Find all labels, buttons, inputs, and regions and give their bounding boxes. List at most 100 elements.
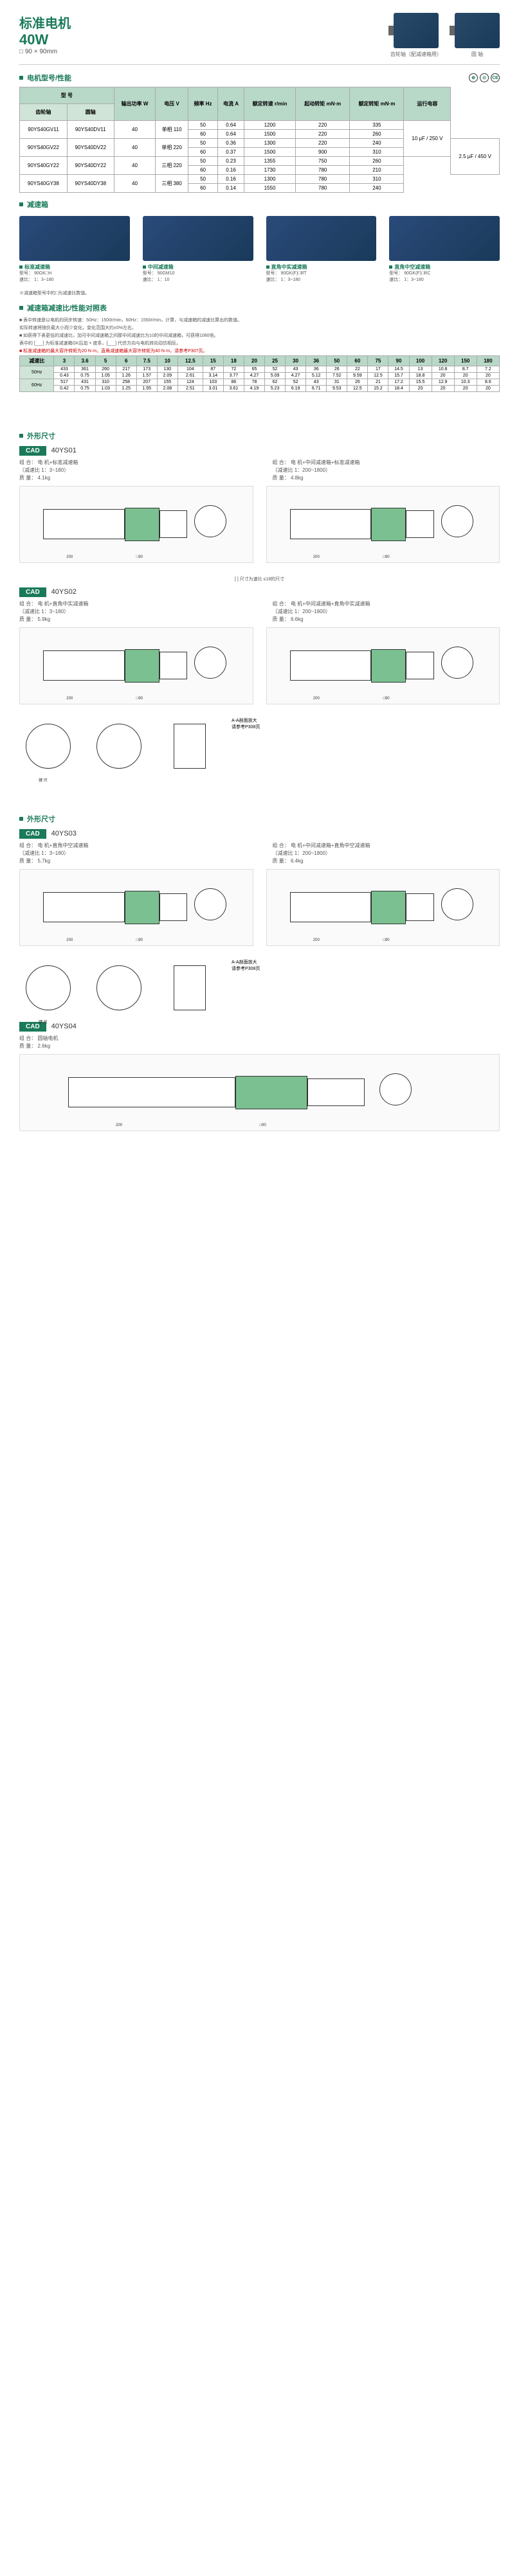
dim-box: □90 <box>383 938 389 942</box>
combo-left: 组 合： 电 机+直角中实减速箱 （减速比 1：3~180） 质 量： 5.9k… <box>19 600 247 623</box>
ratio-val: 5.23 <box>265 385 286 391</box>
ratio-val: 155 <box>157 379 178 385</box>
combo-left: 组 合： 电 机+标准减速箱 （减速比 1：3~180） 质 量： 4.1kg <box>19 458 247 482</box>
ratio-note: 实际转速将随负载大小而少变化，变化范围大约±5%左右。 <box>19 325 500 331</box>
ratio-val: 5.12 <box>306 372 327 379</box>
spec-speed: 1500 <box>244 130 295 139</box>
spec-gear: 90YS40GY38 <box>20 175 68 193</box>
ratio-col-hdr: 5 <box>95 355 116 366</box>
cad-model: 40YS03 <box>51 830 77 837</box>
spec-cap: 10 μF / 250 V <box>404 121 451 157</box>
title-wattage: 40W <box>19 31 71 48</box>
ratio-val: 6.19 <box>286 385 306 391</box>
ratio-val: 517 <box>54 379 75 385</box>
dim-title-1: 外形尺寸 <box>27 431 55 441</box>
spec-freq: 60 <box>188 130 217 139</box>
ratio-val: 7.2 <box>477 366 499 372</box>
ratio-val: 65 <box>244 366 264 372</box>
gearbox-section-title: 减速箱 <box>19 199 500 210</box>
ratio-col-hdr: 120 <box>432 355 454 366</box>
th-current: 电流 A <box>218 87 244 121</box>
ratio-val: 1.25 <box>116 385 136 391</box>
combo-left: 组 合： 电 机+直角中空减速箱 （减速比 1：3~180） 质 量： 5.7k… <box>19 841 247 865</box>
ratio-val: 4.27 <box>286 372 306 379</box>
spec-voltage: 单相 110 <box>156 121 188 139</box>
dim-L: 200 <box>313 555 320 559</box>
th-round: 圆轴 <box>67 104 114 121</box>
ratio-col-hdr: 75 <box>368 355 388 366</box>
spec-speed: 1355 <box>244 157 295 166</box>
th-model: 型 号 <box>20 87 114 104</box>
gearbox-model: 型号： 90GK□H <box>19 271 130 277</box>
spec-start: 220 <box>296 121 350 130</box>
ratio-val: 5.09 <box>265 372 286 379</box>
dim-L: 200 <box>116 1123 122 1127</box>
ratio-val: 20 <box>432 372 454 379</box>
ratio-val: 17.2 <box>388 379 409 385</box>
dim-title-2: 外形尺寸 <box>27 814 55 824</box>
spec-freq: 50 <box>188 121 217 130</box>
motor-gear-img <box>394 13 439 48</box>
title-dim: □ 90 × 90mm <box>19 48 71 55</box>
ratio-val: 310 <box>95 379 116 385</box>
ratio-col-hdr: 30 <box>286 355 306 366</box>
ratio-val: 207 <box>136 379 157 385</box>
section-view: 键 尺 A-A剖面放大请参考P308页 <box>19 959 500 1017</box>
combo-row: 组 合： 电 机+标准减速箱 （减速比 1：3~180） 质 量： 4.1kg … <box>19 458 500 482</box>
ratio-val: 18.4 <box>388 385 409 391</box>
ratio-col-hdr: 10 <box>157 355 178 366</box>
gearbox-name: 直角中实减速箱 <box>266 264 377 271</box>
dim-L: 200 <box>66 555 73 559</box>
ratio-val: 20 <box>454 372 477 379</box>
spec-rated: 260 <box>350 157 404 166</box>
gearbox-model: 型号： 90GK(F)□RC <box>389 271 500 277</box>
spec-round: 90YS40DY22 <box>67 157 114 175</box>
ratio-val: 431 <box>75 379 95 385</box>
gearbox-img <box>143 216 253 261</box>
header-images: 齿轮轴（配减速箱用） 圆 轴 <box>390 13 500 58</box>
motor-gear-caption: 齿轮轴（配减速箱用） <box>390 51 442 58</box>
ratio-col-hdr: 12.5 <box>178 355 203 366</box>
spec-start: 220 <box>296 130 350 139</box>
section-view: 键 尺 A-A剖面放大请参考P308页 <box>19 717 500 775</box>
cad-row: CAD 40YS04 <box>19 1022 500 1032</box>
spec-title-text: 电机型号/性能 <box>27 73 71 83</box>
ratio-val: 20 <box>409 385 432 391</box>
dim-box: □90 <box>136 555 143 559</box>
spec-speed: 1550 <box>244 184 295 193</box>
ratio-val: 1.05 <box>95 372 116 379</box>
spec-speed: 1730 <box>244 166 295 175</box>
ratio-val: 12.5 <box>368 372 388 379</box>
motor-round-img <box>455 13 500 48</box>
spec-round: 90YS40DV11 <box>67 121 114 139</box>
ratio-val: 104 <box>178 366 203 372</box>
tech-drawing: 200 □90 <box>19 869 253 946</box>
th-output: 输出功率 W <box>114 87 155 121</box>
ratio-val: 43 <box>306 379 327 385</box>
combo-right: 组 合： 电 机+中间减速箱+直角中实减速箱 （减速比 1：200~1800） … <box>273 600 500 623</box>
ratio-val: 15.5 <box>409 379 432 385</box>
ratio-val: 10.8 <box>432 366 454 372</box>
spec-freq: 50 <box>188 175 217 184</box>
ratio-val: 9.53 <box>327 385 347 391</box>
ratio-col-hdr: 20 <box>244 355 264 366</box>
ratio-val: 2.51 <box>178 385 203 391</box>
ratio-val: 2.09 <box>157 372 178 379</box>
spec-table: 型 号 输出功率 W 电压 V 频率 Hz 电流 A 额定转速 r/min 起动… <box>19 87 500 193</box>
tech-drawing: 200 □90 <box>19 486 253 563</box>
ratio-val: 260 <box>95 366 116 372</box>
motor-round-caption: 圆 轴 <box>471 51 483 58</box>
cert-icon-3: CE <box>491 73 500 82</box>
ratio-val: 4.27 <box>244 372 264 379</box>
spec-round: 90YS40DV22 <box>67 139 114 157</box>
gearbox-title-text: 减速箱 <box>27 199 48 210</box>
spec-current: 0.37 <box>218 148 244 157</box>
spec-start: 220 <box>296 139 350 148</box>
combo-left: 组 合： 圆轴电机 质 量： 2.6kg <box>19 1034 500 1050</box>
cert-icon-2: ⊙ <box>480 73 489 82</box>
spec-start: 750 <box>296 157 350 166</box>
ratio-val: 20 <box>454 385 477 391</box>
ratio-val: 43 <box>286 366 306 372</box>
dim-L: 200 <box>313 697 320 701</box>
spec-rated: 240 <box>350 184 404 193</box>
